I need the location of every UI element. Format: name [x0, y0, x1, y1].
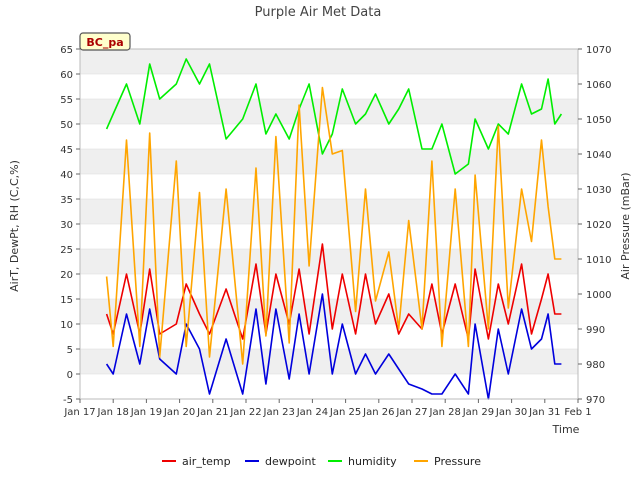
y-tick-label: 0	[67, 370, 73, 381]
x-tick-label: Jan 18	[97, 407, 129, 418]
y-tick-label: 10	[60, 320, 73, 331]
y2-tick-label: 1050	[586, 115, 611, 126]
station-tag-label: BC_pa	[86, 36, 123, 49]
y2-tick-label: 1030	[586, 185, 611, 196]
legend: air_temp dewpoint humidity Pressure	[162, 455, 481, 468]
y2-tick-label: 1000	[586, 290, 611, 301]
y2-tick-label: 980	[586, 360, 605, 371]
y2-tick-label: 1040	[586, 150, 611, 161]
y-tick-label: 45	[60, 145, 73, 156]
y-axis-label: AirT, DewPt, RH (C,C,%)	[8, 160, 21, 292]
chart-title: Purple Air Met Data	[255, 5, 382, 20]
y-tick-label: 20	[60, 270, 73, 281]
grid-band	[80, 149, 578, 174]
x-tick-label: Jan 31	[528, 407, 560, 418]
x-tick-label: Jan 21	[196, 407, 228, 418]
grid-band	[80, 99, 578, 124]
y-tick-label: 30	[60, 220, 73, 231]
x-tick-label: Jan 24	[296, 407, 328, 418]
y-axis-left: -5 0 5 10 15 20 25 30 35 40 45 50 55 60 65	[60, 45, 80, 406]
grid-band	[80, 74, 578, 99]
x-tick-label: Jan 30	[495, 407, 527, 418]
series-line-air-temp	[105, 243, 562, 340]
y-tick-label: -5	[63, 395, 73, 406]
x-tick-label: Jan 19	[130, 407, 162, 418]
x-tick-label: Jan 29	[462, 407, 494, 418]
station-tag-box	[79, 32, 131, 51]
y-tick-label: 60	[60, 70, 73, 81]
y-tick-label: 25	[60, 245, 73, 256]
y2-tick-label: 970	[586, 395, 605, 406]
y-tick-label: 65	[60, 45, 73, 56]
x-tick-label: Jan 25	[329, 407, 361, 418]
y-axis-right: 970 980 990 1000 1010 1020 1030 1040 1050 1060 107…	[578, 45, 611, 406]
y-tick-label: 40	[60, 170, 73, 181]
x-tick-label: Jan 22	[229, 407, 261, 418]
x-tick-label: Jan 26	[362, 407, 394, 418]
x-tick-label: Jan 27	[395, 407, 427, 418]
x-tick-label: Jan 23	[263, 407, 295, 418]
series-line-pressure	[105, 86, 562, 365]
grid-band	[80, 174, 578, 199]
y-tick-label: 55	[60, 95, 73, 106]
y2-tick-label: 1020	[586, 220, 611, 231]
grid-band	[80, 249, 578, 274]
legend-label: Pressure	[434, 455, 481, 468]
x-tick-label: Jan 28	[429, 407, 461, 418]
grid-band	[80, 49, 578, 74]
y-tick-label: 5	[67, 345, 73, 356]
y2-tick-label: 1070	[586, 45, 611, 56]
legend-label: humidity	[348, 455, 397, 468]
y2-axis-label: Air Pressure (mBar)	[619, 172, 632, 279]
y-tick-label: 50	[60, 120, 73, 131]
x-tick-label: Feb 1	[564, 407, 591, 418]
x-axis-label: Time	[552, 423, 580, 436]
x-tick-label: Jan 17	[63, 407, 95, 418]
legend-label: dewpoint	[265, 455, 316, 468]
series-line-dewpoint	[105, 293, 562, 400]
legend-label: air_temp	[182, 455, 231, 468]
series-line-humidity	[105, 58, 563, 175]
x-axis: Jan 17 Jan 18 Jan 19 Jan 20 Jan 21 Jan 22 Jan …	[63, 399, 592, 418]
y2-tick-label: 1010	[586, 255, 611, 266]
y2-tick-label: 1060	[586, 80, 611, 91]
y2-tick-label: 990	[586, 325, 605, 336]
grid-band	[80, 374, 578, 399]
x-tick-label: Jan 20	[163, 407, 195, 418]
series-lines	[105, 58, 563, 400]
y-tick-label: 35	[60, 195, 73, 206]
station-tag: BC_pa	[79, 32, 131, 51]
y-tick-label: 15	[60, 295, 73, 306]
grid-band	[80, 224, 578, 249]
